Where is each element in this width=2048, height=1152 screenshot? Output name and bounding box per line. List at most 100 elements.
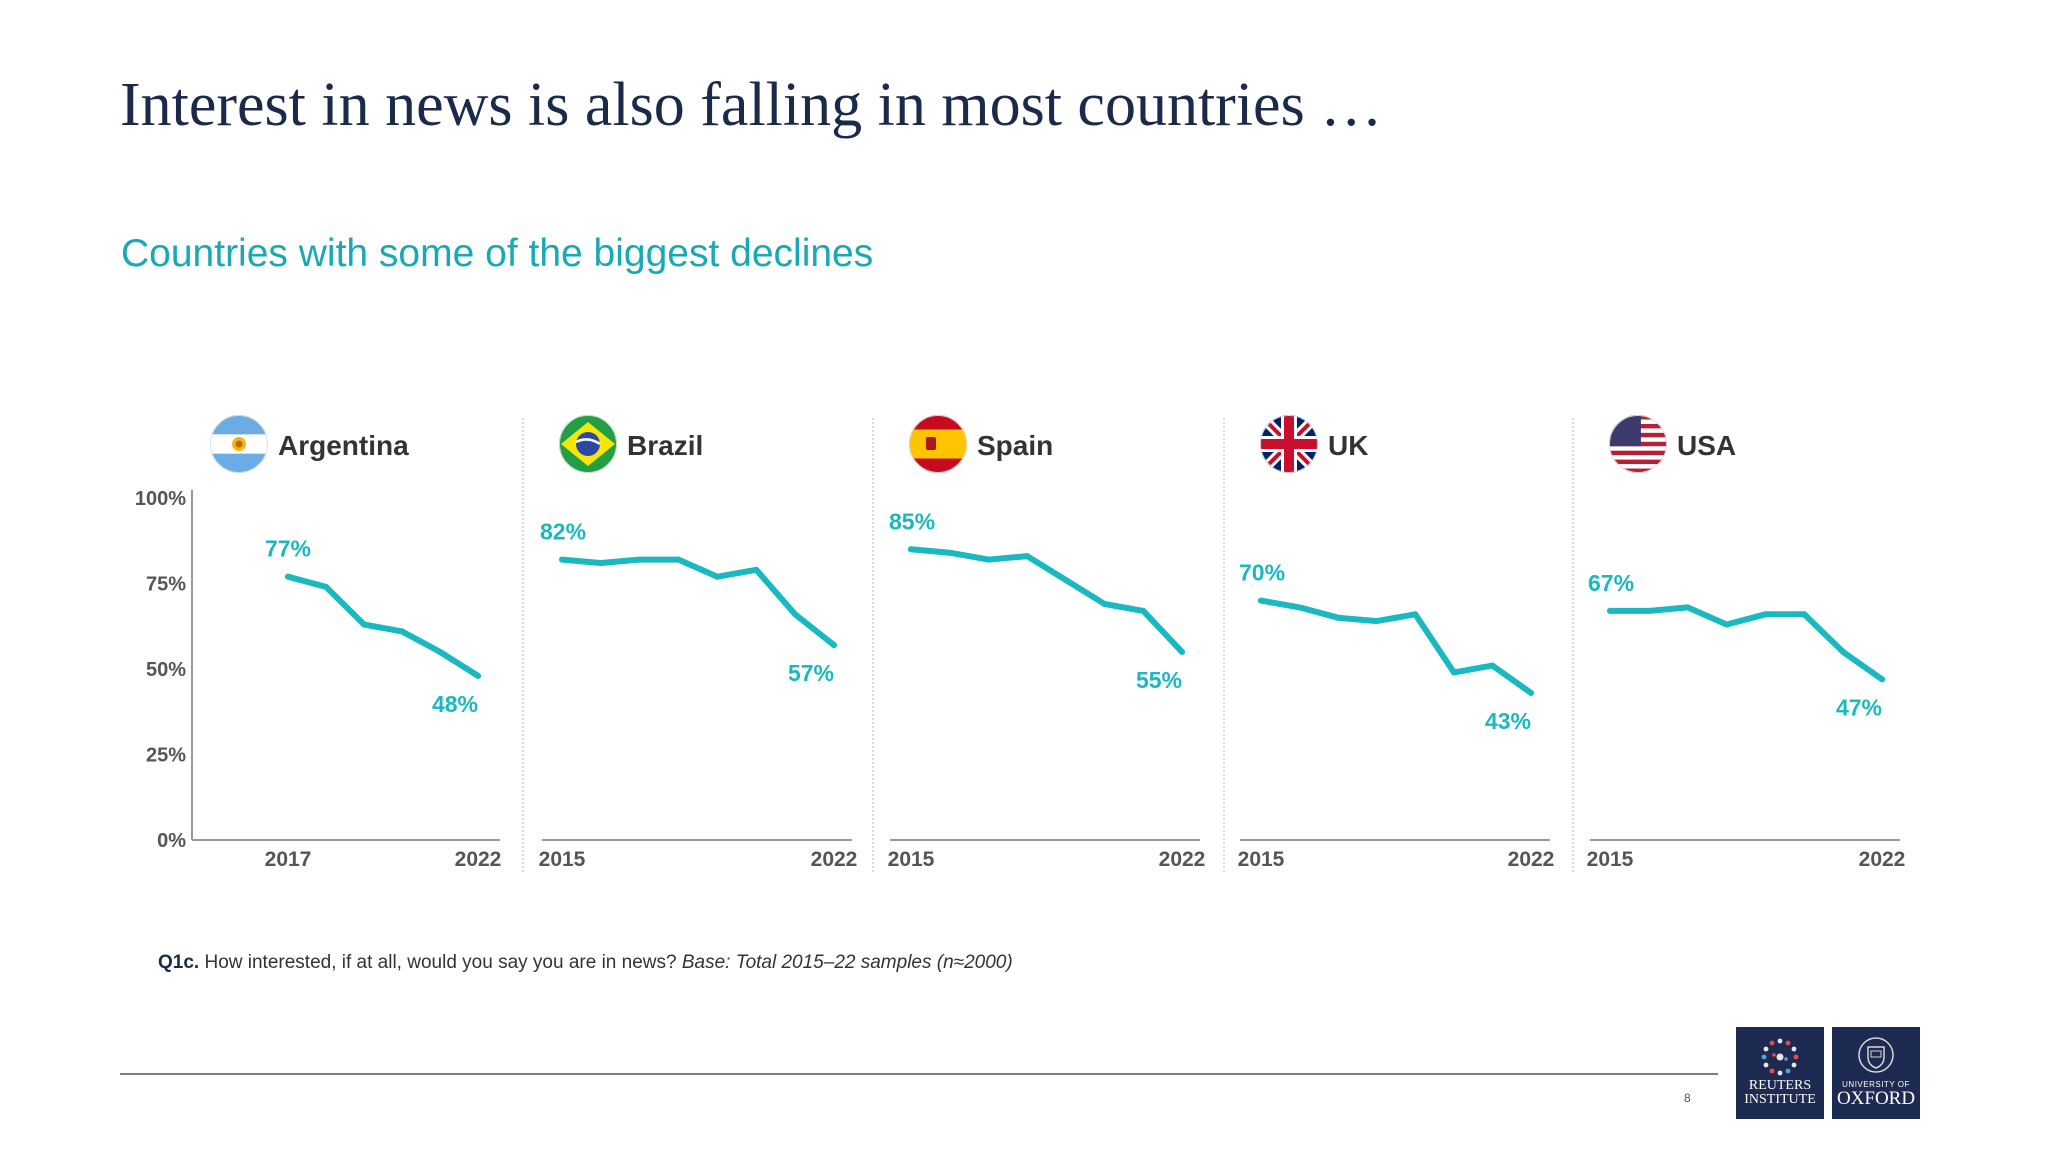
reuters-logo-line-1: REUTERS [1748, 1078, 1812, 1093]
x-tick-label: 2022 [811, 848, 858, 871]
small-multiples-line-chart: 100% 75% 50% 25% 0% Argentina 2017 2022 77% 48% Br… [135, 415, 1906, 872]
y-tick-label: 75% [146, 574, 186, 596]
x-tick-label: 2022 [1159, 848, 1206, 871]
reuters-dots-icon [1761, 1038, 1799, 1076]
series-points-argentina [285, 573, 481, 679]
brazil-flag-icon [559, 415, 617, 473]
start-value-label: 85% [889, 508, 935, 534]
page-subtitle: Countries with some of the biggest decli… [121, 232, 874, 275]
x-tick-label: 2015 [888, 848, 935, 871]
footer-divider [120, 1073, 1718, 1075]
y-tick-label: 100% [135, 488, 186, 510]
end-value-label: 55% [1136, 667, 1182, 693]
data-point [946, 549, 953, 556]
series-line-argentina [285, 573, 481, 679]
reuters-logo-line-2: INSTITUTE [1744, 1092, 1816, 1107]
x-tick-label: 2015 [1587, 848, 1634, 871]
oxford-logo-line-1: UNIVERSITY OF [1842, 1080, 1910, 1089]
data-point [1645, 607, 1652, 614]
panel-title-spain: Spain [977, 430, 1053, 461]
x-tick-label: 2022 [455, 848, 502, 871]
data-point [831, 642, 837, 649]
data-point [1140, 607, 1147, 614]
usa-flag-icon [1609, 415, 1667, 473]
end-value-label: 43% [1485, 708, 1531, 734]
data-point [792, 611, 799, 618]
data-point [559, 556, 565, 563]
x-tick-label: 2022 [1508, 848, 1555, 871]
data-point [636, 556, 643, 563]
data-point [475, 672, 481, 679]
data-point [1879, 676, 1885, 683]
footnote-base: Base: Total 2015–22 samples (n≈2000) [681, 952, 1013, 973]
panel-title-uk: UK [1328, 430, 1368, 461]
panel-title-argentina: Argentina [278, 430, 409, 461]
page-title: Interest in news is also falling in most… [120, 71, 1383, 139]
data-point [675, 556, 682, 563]
data-point [753, 566, 760, 573]
uk-flag-icon [1260, 415, 1318, 473]
series-line-uk [1258, 597, 1534, 696]
data-point [361, 621, 367, 628]
argentina-flag-icon [210, 415, 268, 473]
panel-title-usa: USA [1677, 430, 1736, 461]
footnote-question: How interested, if at all, would you say… [199, 952, 682, 973]
x-tick-label: 2022 [1859, 848, 1906, 871]
university-of-oxford-logo: UNIVERSITY OF OXFORD [1832, 1027, 1920, 1119]
series-line-spain [908, 546, 1185, 655]
x-tick-label: 2015 [539, 848, 586, 871]
data-point [985, 556, 992, 563]
series-points-brazil [559, 556, 837, 649]
data-point [714, 573, 721, 580]
data-point [1412, 611, 1419, 618]
footnote: Q1c. How interested, if at all, would yo… [158, 952, 1013, 974]
start-value-label: 67% [1588, 570, 1634, 596]
data-point [399, 628, 405, 635]
spain-flag-icon [909, 415, 967, 473]
page-number: 8 [1684, 1091, 1691, 1105]
data-point [1373, 618, 1380, 625]
y-tick-label: 50% [146, 659, 186, 681]
start-value-label: 77% [265, 536, 311, 562]
series-points-uk [1258, 597, 1534, 696]
data-point [1062, 577, 1069, 584]
data-point [1024, 553, 1031, 560]
footnote-question-id: Q1c. [158, 952, 200, 973]
data-point [1101, 601, 1108, 608]
data-point [1801, 611, 1808, 618]
data-point [1607, 607, 1613, 614]
data-point [1840, 648, 1847, 655]
data-point [1489, 662, 1496, 669]
oxford-logo-line-2: OXFORD [1836, 1088, 1916, 1109]
data-point [597, 559, 604, 566]
y-tick-label: 0% [157, 830, 186, 852]
y-tick-label: 25% [146, 745, 186, 767]
end-value-label: 47% [1836, 694, 1882, 720]
data-point [1296, 604, 1303, 611]
data-point [1258, 597, 1264, 604]
series-points-usa [1607, 604, 1885, 683]
start-value-label: 70% [1239, 560, 1285, 586]
data-point [437, 648, 443, 655]
x-tick-label: 2015 [1238, 848, 1285, 871]
data-point [1723, 621, 1730, 628]
end-value-label: 48% [432, 691, 478, 717]
panel-title-brazil: Brazil [627, 430, 703, 461]
data-point [908, 546, 914, 553]
reuters-institute-logo: REUTERS INSTITUTE [1736, 1027, 1824, 1119]
data-point [1450, 669, 1457, 676]
series-line-brazil [559, 556, 837, 649]
data-point [1684, 604, 1691, 611]
data-point [1335, 614, 1342, 621]
series-line-usa [1607, 604, 1885, 683]
data-point [1762, 611, 1769, 618]
end-value-label: 57% [788, 660, 834, 686]
start-value-label: 82% [540, 519, 586, 545]
data-point [285, 573, 291, 580]
data-point [1528, 689, 1534, 696]
data-point [323, 583, 329, 590]
series-points-spain [908, 546, 1185, 655]
x-tick-label: 2017 [265, 848, 312, 871]
oxford-crest-icon [1858, 1037, 1894, 1073]
data-point [1179, 648, 1185, 655]
